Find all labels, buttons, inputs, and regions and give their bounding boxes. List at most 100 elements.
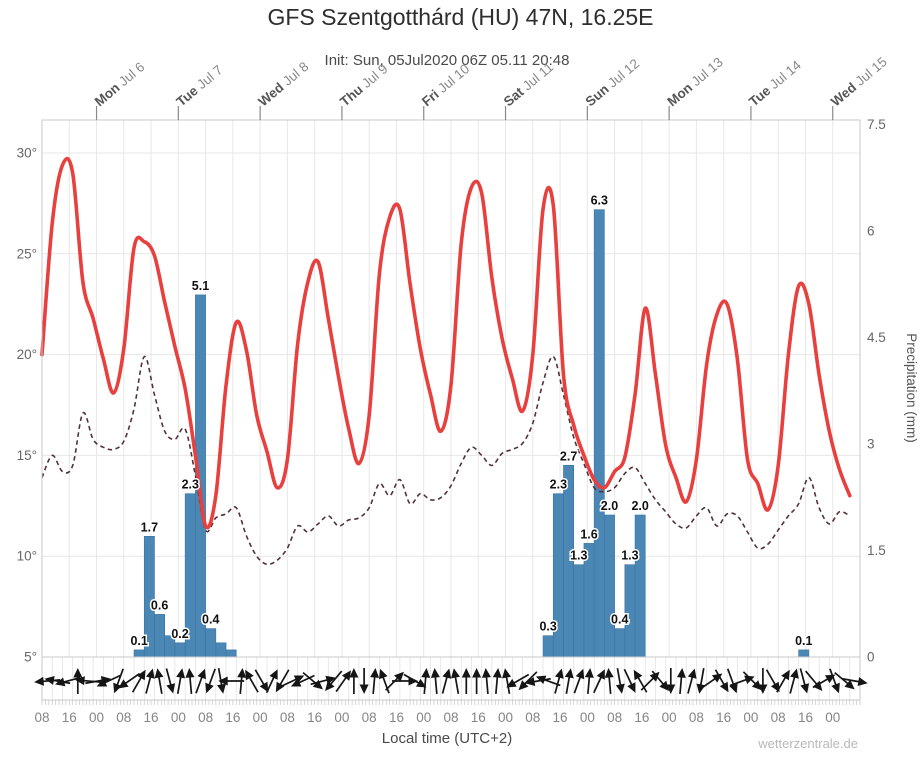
wind-arrow-icon bbox=[799, 668, 810, 694]
hour-tick-label: 16 bbox=[307, 710, 322, 725]
precip-bar bbox=[614, 628, 626, 658]
temp-tick-label: 30° bbox=[17, 146, 37, 161]
wind-arrow-icon bbox=[430, 668, 440, 695]
precip-tick-label: 4.5 bbox=[867, 330, 886, 345]
wind-arrow-icon bbox=[145, 668, 155, 694]
precip-tick-label: 0 bbox=[867, 650, 875, 665]
hour-tick-label: 08 bbox=[116, 710, 131, 725]
wind-arrow-icon bbox=[118, 672, 141, 689]
wind-arrow-icon bbox=[615, 668, 625, 694]
day-label: Mon Jul 6 bbox=[92, 59, 148, 109]
precip-bar bbox=[174, 642, 186, 658]
temperature-line bbox=[40, 156, 852, 530]
temp-tick-label: 15° bbox=[17, 448, 37, 463]
precip-bar-label: 5.1 bbox=[192, 279, 209, 293]
wind-arrow-icon bbox=[280, 675, 305, 688]
precip-bar-label: 0.4 bbox=[202, 613, 219, 627]
hour-tick-label: 08 bbox=[689, 710, 704, 725]
watermark: wetterzentrale.de bbox=[758, 736, 858, 751]
temp-tick-label: 5° bbox=[24, 650, 37, 665]
wind-arrow-icon bbox=[506, 673, 530, 688]
precip-bar-label: 0.4 bbox=[611, 613, 628, 627]
wind-arrow-icon bbox=[96, 674, 121, 687]
precip-tick-label: 6 bbox=[867, 224, 875, 239]
wind-arrow-icon bbox=[676, 668, 686, 695]
precip-bar bbox=[215, 642, 227, 658]
wind-arrow-icon bbox=[421, 668, 431, 695]
precipitation-bars bbox=[133, 209, 810, 658]
wind-arrow-icon bbox=[370, 668, 380, 695]
hour-tick-label: 00 bbox=[825, 710, 840, 725]
day-label: Wed Jul 8 bbox=[255, 59, 311, 109]
precip-bar-label: 2.0 bbox=[631, 499, 648, 513]
wind-arrow-icon bbox=[73, 668, 83, 694]
wind-arrow-icon bbox=[829, 668, 840, 694]
wind-arrow-icon bbox=[687, 668, 697, 694]
precip-bar bbox=[573, 564, 585, 658]
wind-arrow-icon bbox=[359, 668, 369, 694]
precip-bar-label: 2.3 bbox=[550, 478, 567, 492]
wind-arrow-icon bbox=[789, 668, 799, 694]
wind-arrow-icon bbox=[325, 670, 343, 691]
day-label: Mon Jul 13 bbox=[664, 54, 725, 109]
precip-bar-label: 0.1 bbox=[130, 634, 147, 648]
precip-tick-label: 3 bbox=[867, 437, 875, 452]
wind-arrow-icon bbox=[482, 668, 491, 695]
wind-arrow-icon bbox=[245, 669, 259, 693]
hour-tick-label: 08 bbox=[280, 710, 295, 725]
wind-arrow-icon bbox=[776, 669, 790, 693]
wind-arrow-icon bbox=[564, 668, 574, 694]
wind-arrow-icon bbox=[254, 669, 269, 693]
wind-arrow-icon bbox=[666, 668, 676, 694]
precip-axis-labels: 7.5 6 4.5 3 1.5 0 bbox=[867, 117, 886, 665]
wind-arrow-icon bbox=[131, 669, 146, 693]
wind-arrow-icon bbox=[349, 668, 359, 694]
precip-bar bbox=[634, 514, 646, 658]
wind-arrow-icon bbox=[633, 669, 648, 693]
hourly-ticks bbox=[41, 700, 861, 705]
precip-bar-label: 0.3 bbox=[539, 620, 556, 634]
wind-arrow-icon bbox=[451, 668, 460, 694]
precip-tick-label: 1.5 bbox=[867, 543, 886, 558]
temp-tick-label: 20° bbox=[17, 347, 37, 362]
hour-tick-label: 16 bbox=[471, 710, 486, 725]
precip-bar bbox=[542, 635, 554, 658]
dewpoint-line bbox=[41, 355, 851, 566]
wind-arrow-icon bbox=[714, 669, 729, 693]
wind-arrow-icon bbox=[441, 668, 452, 694]
wind-arrow-icon bbox=[195, 668, 206, 694]
day-label: Tue Jul 7 bbox=[174, 62, 226, 109]
precip-bar bbox=[798, 649, 810, 658]
init-subtitle: Init: Sun, 05Jul2020 06Z 05.11 20:48 bbox=[324, 52, 570, 69]
hour-tick-label: 00 bbox=[743, 710, 758, 725]
precip-tick-label: 7.5 bbox=[867, 117, 886, 132]
wind-arrow-icon bbox=[176, 668, 186, 694]
wind-arrow-icon bbox=[640, 671, 660, 691]
hour-tick-label: 16 bbox=[798, 710, 813, 725]
hour-tick-label: 08 bbox=[607, 710, 622, 725]
precip-bar-labels: 0.1 1.7 0.6 0.2 2.3 5.1 0.4 0.3 2.3 2.7 1.3 1.6 6.3 2… bbox=[129, 192, 814, 649]
temp-tick-label: 10° bbox=[17, 549, 37, 564]
precip-bar-label: 1.7 bbox=[141, 520, 158, 534]
wind-arrow-icon bbox=[275, 669, 290, 693]
hour-tick-label: 16 bbox=[553, 710, 568, 725]
hour-tick-label: 08 bbox=[525, 710, 540, 725]
wind-arrow-icon bbox=[726, 668, 738, 694]
wind-arrow-icon bbox=[403, 673, 427, 688]
hour-tick-label: 00 bbox=[89, 710, 104, 725]
hour-tick-label: 00 bbox=[253, 710, 268, 725]
hour-tick-label: 08 bbox=[771, 710, 786, 725]
hour-tick-label: 08 bbox=[34, 710, 49, 725]
hour-tick-label: 08 bbox=[362, 710, 377, 725]
wind-arrow-icon bbox=[492, 668, 502, 695]
wind-arrow-icon bbox=[205, 668, 216, 694]
precip-bar-label: 2.0 bbox=[601, 499, 618, 513]
precip-bar-label: 1.3 bbox=[621, 549, 638, 563]
wind-arrow-icon bbox=[461, 668, 471, 694]
precip-bar-label: 0.1 bbox=[795, 634, 812, 648]
wind-arrow-icon bbox=[385, 671, 404, 691]
wind-arrow-icon bbox=[237, 668, 247, 695]
hour-tick-label: 16 bbox=[225, 710, 240, 725]
wind-arrow-icon bbox=[335, 670, 352, 693]
